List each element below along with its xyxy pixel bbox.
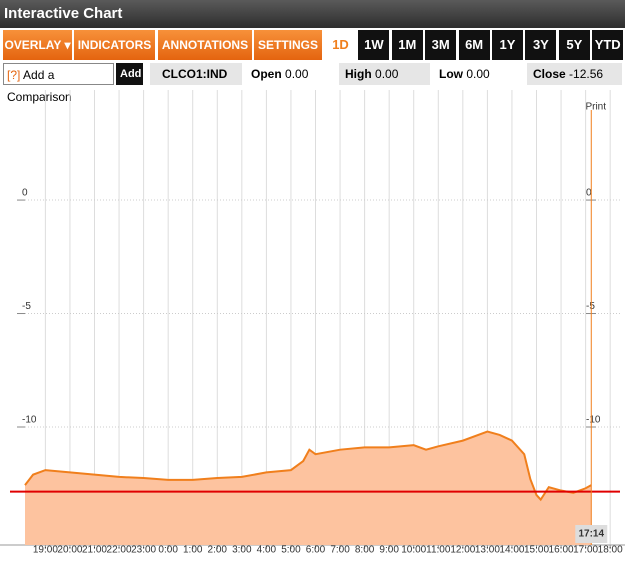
range-button[interactable]: 5Y xyxy=(558,30,590,60)
x-tick-label: 3:00 xyxy=(232,545,252,556)
x-tick-label: 16:00 xyxy=(549,545,574,556)
quote-value: 0.00 xyxy=(466,67,490,81)
quote-label: Close xyxy=(533,67,566,81)
x-tick-label: 14:00 xyxy=(499,545,524,556)
x-tick-label: 22:00 xyxy=(107,545,132,556)
current-time-box xyxy=(575,525,608,543)
y-tick-label: -5 xyxy=(22,301,31,312)
placeholder: Add a Comparison xyxy=(7,68,72,104)
chart-container: Print 19:00 20:00 21:00 22:00 23:00 0:00 1:00 2… xyxy=(0,88,625,566)
menu-button[interactable]: ANNOTATIONS xyxy=(158,30,252,60)
area xyxy=(25,431,592,545)
ticker: CLCO1:IND xyxy=(150,63,242,85)
window-title: Interactive Chart xyxy=(0,0,625,28)
range-button[interactable]: 1W xyxy=(358,30,390,60)
help-icon[interactable]: [?] xyxy=(7,68,21,82)
range-button[interactable]: 1Y xyxy=(492,30,523,60)
x-tick-label: 4:00 xyxy=(257,545,277,556)
x-tick-label: 19:00 xyxy=(33,545,58,556)
x-tick-label: 2:00 xyxy=(208,545,228,556)
range-button[interactable]: YTD xyxy=(592,30,624,60)
quote: Close -12.56 xyxy=(527,63,622,85)
quote-value: -12.56 xyxy=(569,67,604,81)
x-tick-label: 15:00 xyxy=(524,545,549,556)
y-tick-label: -10 xyxy=(22,415,37,426)
x-tick-label: 0:00 xyxy=(158,545,178,556)
y-tick-label: -10 xyxy=(586,415,601,426)
range-button[interactable]: 6M xyxy=(458,30,490,60)
range-button[interactable]: 1M xyxy=(391,30,423,60)
x-tick-label: 6:00 xyxy=(306,545,326,556)
comparison-input[interactable]: [?] Add a Comparison xyxy=(3,63,114,104)
add-button[interactable]: Add xyxy=(116,63,143,85)
x-tick-label: 8:00 xyxy=(355,545,375,556)
quote: Low 0.00 xyxy=(433,63,524,85)
quote-label: Low xyxy=(439,67,463,81)
x-tick-label: 7:00 xyxy=(330,545,350,556)
x-tick-label: 5:00 xyxy=(281,545,301,556)
x-tick-label: 11:00 xyxy=(426,545,451,556)
y-tick-label: 0 xyxy=(586,188,592,199)
current-time-label: 17:14 xyxy=(578,529,604,540)
range-button[interactable]: 3M xyxy=(425,30,457,60)
y-tick-label: -5 xyxy=(586,301,595,312)
chart: Print 19:00 20:00 21:00 22:00 23:00 0:00 1:00 2… xyxy=(0,90,625,556)
x-tick-label: 13:00 xyxy=(475,545,500,556)
quote-label: Open xyxy=(251,67,282,81)
quote-value: 0.00 xyxy=(285,67,309,81)
menu-button[interactable]: INDICATORS xyxy=(74,30,155,60)
quote-label: High xyxy=(345,67,372,81)
x-tick-label: 12:00 xyxy=(450,545,475,556)
x-tick-label: 18:00 xyxy=(598,545,623,556)
range-button[interactable]: 1D xyxy=(325,30,356,60)
x-tick-label: 20:00 xyxy=(57,545,82,556)
print-link[interactable]: Print xyxy=(585,102,606,113)
menu-button[interactable]: SETTINGS xyxy=(254,30,322,60)
line xyxy=(24,430,592,502)
x-tick-label: 21:00 xyxy=(82,545,107,556)
x-tick-label: 10:00 xyxy=(401,545,426,556)
x-tick-label: 17:00 xyxy=(573,545,598,556)
menu-button[interactable]: OVERLAY xyxy=(3,30,72,60)
y-tick-label: 0 xyxy=(22,188,28,199)
toolbar: OVERLAYINDICATORSANNOTATIONSSETTINGS1D1W… xyxy=(0,30,625,60)
quote-value: 0.00 xyxy=(375,67,399,81)
x-tick-label: 23:00 xyxy=(131,545,156,556)
quote: High 0.00 xyxy=(339,63,430,85)
x-tick-label: 9:00 xyxy=(379,545,399,556)
quote: Open 0.00 xyxy=(245,63,336,85)
range-button[interactable]: 3Y xyxy=(525,30,557,60)
x-tick-label: 1:00 xyxy=(183,545,203,556)
